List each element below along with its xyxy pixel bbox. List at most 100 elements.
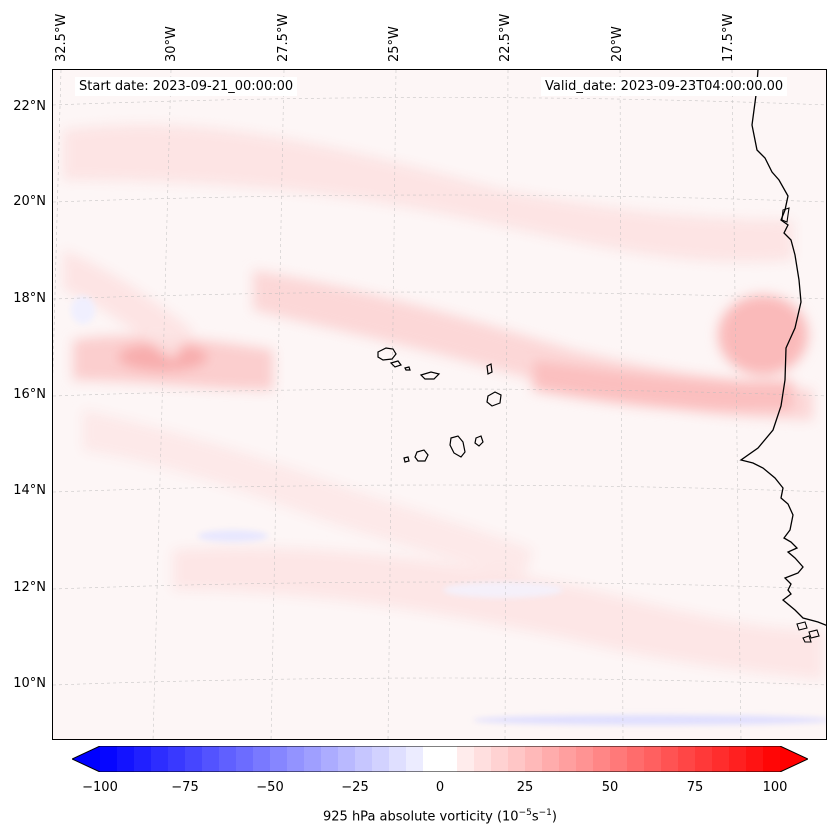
lat-label-20n: 20°N <box>13 194 46 209</box>
colorbar-segment <box>644 746 662 772</box>
lon-label-20w: 20°W <box>610 26 625 62</box>
island-sao-vicente <box>389 360 402 368</box>
valid-date-label: Valid_date: 2023-09-23T04:00:00.00 <box>541 77 788 96</box>
colorbar-segment <box>202 746 220 772</box>
vorticity-band-16n <box>533 360 793 412</box>
colorbar-tick-0: 0 <box>435 780 445 795</box>
colorbar-segment <box>287 746 305 772</box>
start-date-label: Start date: 2023-09-21_00:00:00 <box>75 77 298 96</box>
lon-label-27-5w: 27.5°W <box>276 13 291 62</box>
lat-label-16n: 16°N <box>13 387 46 402</box>
colorbar-segment <box>423 746 441 772</box>
island-sal <box>486 363 493 375</box>
colorbar-segment <box>372 746 390 772</box>
colorbar-segment <box>746 746 764 772</box>
lat-label-10n: 10°N <box>13 676 46 691</box>
lon-label-32-5w: 32.5°W <box>54 13 69 62</box>
gridline-lat-22n <box>53 97 826 106</box>
colorbar-tick-75: 75 <box>686 780 704 795</box>
colorbar-segment <box>763 746 781 772</box>
colorbar-extend-min <box>72 746 100 772</box>
gridlines <box>53 70 826 739</box>
island-sao-nicolau <box>419 371 441 380</box>
vorticity-band-south <box>173 547 823 680</box>
lat-label-18n: 18°N <box>13 291 46 306</box>
vorticity-map <box>53 70 826 739</box>
lat-label-14n: 14°N <box>13 483 46 498</box>
island-cap-blanc <box>781 207 790 223</box>
colorbar-segment <box>491 746 509 772</box>
colorbar-label-exp2: −1 <box>538 808 552 818</box>
island-brava <box>403 456 410 463</box>
vorticity-band-north <box>63 124 793 262</box>
map-panel <box>52 69 827 740</box>
colorbar-label-mid: s <box>531 809 539 825</box>
gridline-lon-25w <box>387 70 397 739</box>
gridline-lat-18n <box>53 291 826 300</box>
colorbar-segment <box>100 746 118 772</box>
colorbar-segment <box>610 746 628 772</box>
colorbar-segment <box>457 746 475 772</box>
colorbar-segment <box>712 746 730 772</box>
vorticity-negative-shading <box>71 296 826 725</box>
lat-label-12n: 12°N <box>13 580 46 595</box>
lon-label-25w: 25°W <box>387 26 402 62</box>
gridline-lon-17-5w <box>731 70 742 739</box>
colorbar-segment <box>542 746 560 772</box>
colorbar-segment <box>168 746 186 772</box>
coastal-islands <box>781 207 820 643</box>
gridline-lon-30w <box>152 70 172 739</box>
island-santiago <box>449 435 466 458</box>
colorbar-label: 925 hPa absolute vorticity (10−5s−1) <box>0 808 837 824</box>
colorbar-segment <box>253 746 271 772</box>
colorbar-tick-minus75: −75 <box>171 780 199 795</box>
west-africa-coastline <box>739 70 826 626</box>
vorticity-max-coast <box>718 295 808 375</box>
vorticity-max-30w <box>118 343 208 371</box>
vorticity-min-20w <box>443 582 563 598</box>
vorticity-min-18n <box>71 296 95 324</box>
colorbar-segment <box>525 746 543 772</box>
vorticity-min-west <box>198 530 268 542</box>
colorbar-segment <box>695 746 713 772</box>
colorbar-segment <box>576 746 594 772</box>
vorticity-min-south <box>473 715 826 725</box>
island-bijagos-1 <box>796 621 808 631</box>
colorbar-label-text: 925 hPa absolute vorticity (10 <box>323 809 519 825</box>
vorticity-shading <box>63 124 823 680</box>
island-santa-luzia <box>404 366 411 371</box>
colorbar-segments <box>72 746 808 772</box>
lon-label-17-5w: 17.5°W <box>721 13 736 62</box>
colorbar-segment <box>338 746 356 772</box>
colorbar-segment <box>151 746 169 772</box>
vorticity-band-central <box>83 410 533 580</box>
cape-verde-islands <box>377 347 502 463</box>
colorbar-segment <box>508 746 526 772</box>
colorbar-segment <box>627 746 645 772</box>
colorbar-segment <box>729 746 747 772</box>
colorbar-segment <box>355 746 373 772</box>
colorbar-label-end: ) <box>551 809 557 825</box>
island-bijagos-2 <box>808 629 820 639</box>
lon-label-30w: 30°W <box>164 26 179 62</box>
colorbar-label-exp1: −5 <box>518 808 532 818</box>
colorbar-segment <box>185 746 203 772</box>
gridline-lon-20w <box>619 70 624 739</box>
gridline-lon-32-5w <box>53 70 62 380</box>
colorbar-segment <box>389 746 407 772</box>
colorbar-segment <box>593 746 611 772</box>
colorbar-segment <box>219 746 237 772</box>
colorbar-segment <box>678 746 696 772</box>
island-bijagos-3 <box>802 635 812 643</box>
colorbar-segment <box>661 746 679 772</box>
colorbar <box>72 746 808 772</box>
colorbar-tick-minus25: −25 <box>341 780 369 795</box>
colorbar-segment <box>559 746 577 772</box>
colorbar-tick-25: 25 <box>516 780 534 795</box>
gridline-lat-10n <box>53 677 826 686</box>
island-maio <box>474 435 484 447</box>
colorbar-segment <box>270 746 288 772</box>
gridline-lon-27-5w <box>270 70 285 739</box>
colorbar-tick-minus100: −100 <box>82 780 118 795</box>
colorbar-extend-max <box>780 746 808 772</box>
